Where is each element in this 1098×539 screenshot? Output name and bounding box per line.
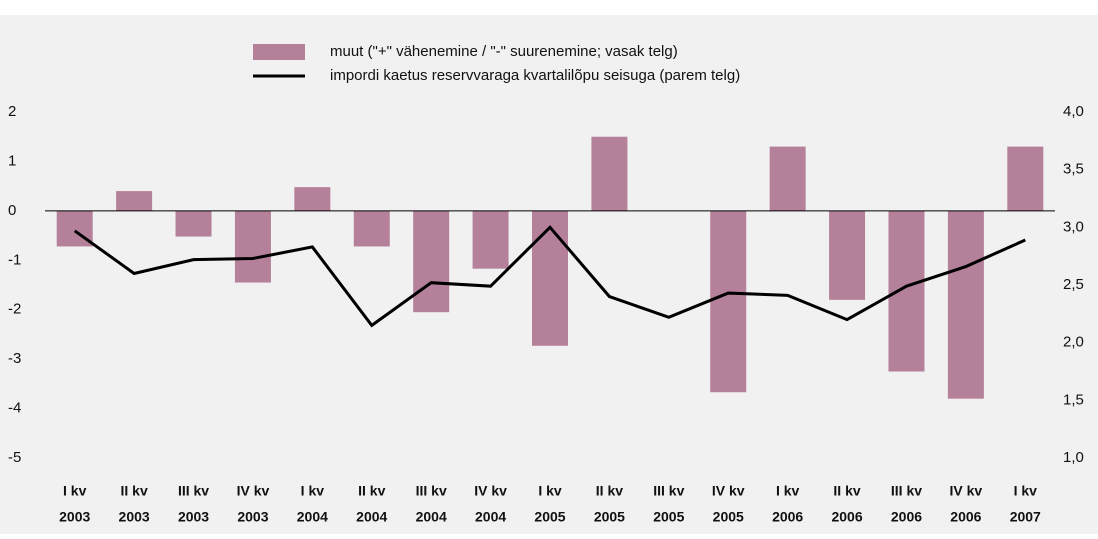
x-tick-label: 2006 <box>831 509 862 525</box>
x-tick-label: 2004 <box>475 509 506 525</box>
line <box>73 225 1026 328</box>
bar <box>769 146 806 211</box>
y2-tick-label: 4,0 <box>1063 103 1084 120</box>
bar <box>829 210 866 300</box>
x-tick-label: IV kv <box>950 483 983 499</box>
bar <box>591 136 628 211</box>
bar <box>175 210 212 237</box>
x-tick-label: 2004 <box>356 509 387 525</box>
x-tick-label: 2006 <box>772 509 803 525</box>
x-tick-label: 2003 <box>59 509 90 525</box>
y-tick-label: 2 <box>8 103 16 120</box>
x-tick-label: III kv <box>178 483 209 499</box>
bar <box>472 210 509 269</box>
x-tick-label: II kv <box>833 483 860 499</box>
x-tick-label: 2004 <box>416 509 447 525</box>
bar <box>294 187 331 211</box>
x-tick-label: III kv <box>653 483 684 499</box>
bar <box>1007 146 1044 211</box>
x-tick-label: III kv <box>891 483 922 499</box>
bar <box>888 210 925 372</box>
y2-tick-label: 1,0 <box>1063 449 1084 466</box>
y-tick-label: -2 <box>8 301 21 318</box>
x-tick-label: 2003 <box>237 509 268 525</box>
x-tick-label: 2006 <box>891 509 922 525</box>
x-tick-label: 2005 <box>594 509 625 525</box>
x-tick-label: I kv <box>1014 483 1038 499</box>
y2-tick-label: 1,5 <box>1063 391 1084 408</box>
y2-tick-label: 3,5 <box>1063 161 1084 178</box>
y-tick-label: 0 <box>8 202 16 219</box>
bar <box>710 210 747 393</box>
y-tick-label: -5 <box>8 449 21 466</box>
bar <box>947 210 984 399</box>
legend-label: impordi kaetus reservvaraga kvartalilõpu… <box>330 67 740 84</box>
x-tick-label: 2005 <box>653 509 684 525</box>
y2-tick-label: 2,0 <box>1063 334 1084 351</box>
bar <box>116 191 153 211</box>
x-tick-label: II kv <box>120 483 147 499</box>
x-tick-label: 2003 <box>178 509 209 525</box>
legend-label: muut ("+" vähenemine / "-" suurenemine; … <box>330 43 678 60</box>
x-tick-label: III kv <box>416 483 447 499</box>
y2-tick-label: 2,5 <box>1063 276 1084 293</box>
y-tick-label: -3 <box>8 350 21 367</box>
x-tick-label: II kv <box>358 483 385 499</box>
y-tick-label: 1 <box>8 152 16 169</box>
x-tick-label: I kv <box>63 483 87 499</box>
x-tick-label: I kv <box>301 483 325 499</box>
x-tick-label: II kv <box>596 483 623 499</box>
x-tick-label: 2005 <box>713 509 744 525</box>
legend-swatch <box>253 44 305 60</box>
x-tick-label: 2006 <box>950 509 981 525</box>
x-tick-label: 2004 <box>297 509 328 525</box>
y-tick-label: -4 <box>8 400 21 417</box>
bar <box>413 210 450 313</box>
y-tick-label: -1 <box>8 251 21 268</box>
bar <box>353 210 390 247</box>
x-tick-label: 2003 <box>119 509 150 525</box>
x-tick-label: IV kv <box>237 483 270 499</box>
x-tick-label: IV kv <box>712 483 745 499</box>
x-tick-label: 2005 <box>534 509 565 525</box>
bar <box>234 210 271 283</box>
x-tick-label: 2007 <box>1010 509 1041 525</box>
x-tick-label: I kv <box>538 483 562 499</box>
bar <box>532 210 568 346</box>
y2-tick-label: 3,0 <box>1063 218 1084 235</box>
x-tick-label: I kv <box>776 483 800 499</box>
x-tick-label: IV kv <box>474 483 507 499</box>
